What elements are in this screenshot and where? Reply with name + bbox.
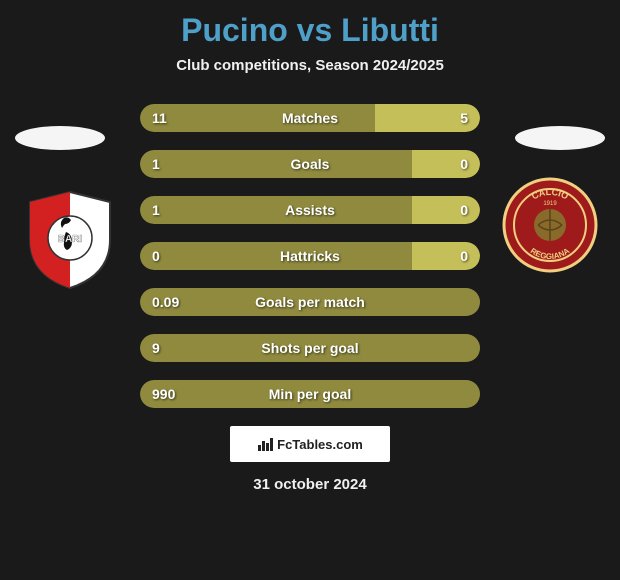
comparison-title: Pucino vs Libutti: [0, 0, 620, 49]
team-logo-left: BARI: [20, 190, 120, 290]
chart-icon: [257, 436, 273, 452]
player-left-oval: [15, 126, 105, 150]
watermark: FcTables.com: [230, 426, 390, 462]
stat-value-right: 5: [460, 104, 468, 132]
stat-label: Shots per goal: [140, 334, 480, 362]
stat-value-right: 0: [460, 196, 468, 224]
stat-row: 990Min per goal: [140, 380, 480, 408]
comparison-subtitle: Club competitions, Season 2024/2025: [0, 57, 620, 74]
stat-value-right: 0: [460, 150, 468, 178]
watermark-text: FcTables.com: [277, 437, 363, 452]
stat-row: 1Goals0: [140, 150, 480, 178]
stat-row: 1Assists0: [140, 196, 480, 224]
stat-row: 0Hattricks0: [140, 242, 480, 270]
stat-label: Hattricks: [140, 242, 480, 270]
stat-label: Assists: [140, 196, 480, 224]
stat-label: Matches: [140, 104, 480, 132]
svg-text:BARI: BARI: [58, 234, 83, 245]
stat-label: Min per goal: [140, 380, 480, 408]
team-logo-right: CALCIO REGGIANA 1919: [500, 175, 600, 275]
bari-logo-icon: BARI: [20, 190, 120, 290]
stat-value-right: 0: [460, 242, 468, 270]
reggiana-logo-icon: CALCIO REGGIANA 1919: [500, 175, 600, 275]
stats-container: 11Matches51Goals01Assists00Hattricks00.0…: [140, 104, 480, 408]
stat-label: Goals: [140, 150, 480, 178]
stat-row: 0.09Goals per match: [140, 288, 480, 316]
player-right-oval: [515, 126, 605, 150]
comparison-date: 31 october 2024: [0, 476, 620, 493]
stat-row: 9Shots per goal: [140, 334, 480, 362]
stat-row: 11Matches5: [140, 104, 480, 132]
stat-label: Goals per match: [140, 288, 480, 316]
svg-text:1919: 1919: [543, 201, 557, 207]
